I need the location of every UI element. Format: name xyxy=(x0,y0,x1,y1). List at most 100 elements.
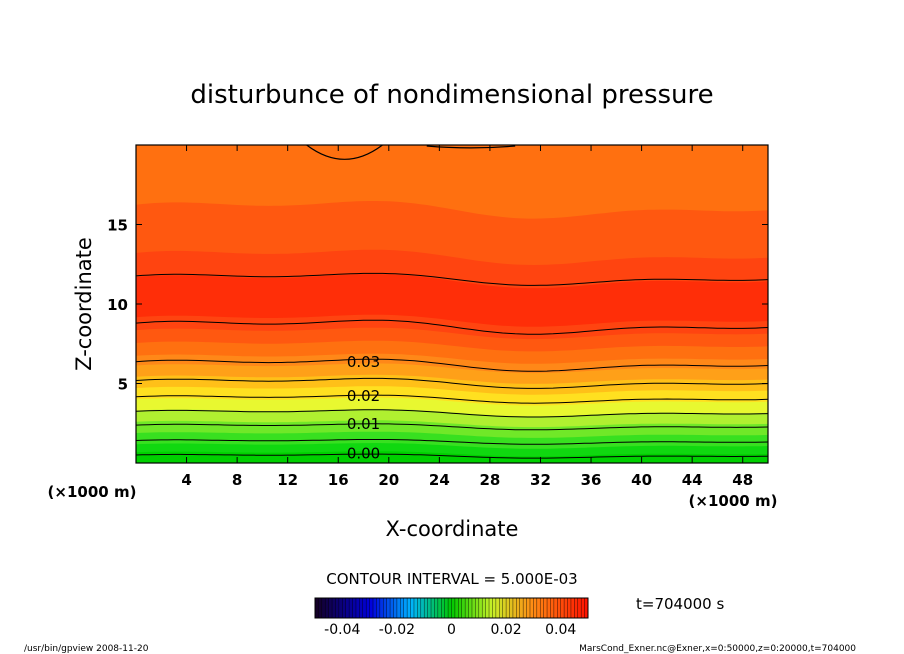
contour-line xyxy=(136,377,768,389)
colorbar-segment xyxy=(338,598,343,618)
colorbar-segment xyxy=(448,598,452,618)
colorbar-tick-label: 0.04 xyxy=(545,622,576,638)
x-tick-label: 28 xyxy=(479,471,500,489)
colorbar-segment xyxy=(465,598,470,618)
colorbar-segment xyxy=(342,598,347,618)
colorbar-segment xyxy=(376,598,381,618)
colorbar-segment xyxy=(451,598,456,618)
colorbar-segment xyxy=(321,598,326,618)
colorbar-tick-label: 0.02 xyxy=(491,622,522,638)
x-tick-label: 4 xyxy=(181,471,191,489)
colorbar-segment xyxy=(482,598,487,618)
time-label: t=704000 s xyxy=(636,595,724,613)
colorbar-segment xyxy=(475,598,480,618)
contour-line xyxy=(136,439,768,445)
footer-right: MarsCond_Exner.nc@Exner,x=0:50000,z=0:20… xyxy=(579,644,856,654)
contour-line xyxy=(136,358,768,372)
y-tick-label: 10 xyxy=(107,296,128,314)
colorbar-segment xyxy=(362,598,367,618)
contour-label: 0.02 xyxy=(347,387,380,405)
colorbar-segment xyxy=(574,598,579,618)
x-tick-label: 48 xyxy=(732,471,753,489)
x-tick-label: 8 xyxy=(232,471,242,489)
colorbar-segment xyxy=(403,598,408,618)
colorbar-segment xyxy=(393,598,398,618)
y-unit-label: (×1000 m) xyxy=(48,483,137,501)
colorbar-segment xyxy=(345,598,350,618)
colorbar-segment xyxy=(424,598,429,618)
colorbar-tick-label: 0 xyxy=(447,622,456,638)
colorbar-segment xyxy=(413,598,418,618)
colorbar-segment xyxy=(506,598,511,618)
colorbar-segment xyxy=(352,598,357,618)
colorbar-segment xyxy=(547,598,551,618)
colorbar-segment xyxy=(536,598,541,618)
colorbar-segment xyxy=(400,598,405,618)
colorbar-frame xyxy=(314,597,589,619)
contour-label: 0.00 xyxy=(347,444,380,462)
colorbar-tick-label: -0.04 xyxy=(324,622,360,638)
colorbar-segment xyxy=(570,598,575,618)
x-tick-label: 40 xyxy=(631,471,652,489)
colorbar-segment xyxy=(567,598,572,618)
colorbar-segment xyxy=(471,598,476,618)
colorbar-segment xyxy=(509,598,514,618)
colorbar-segment xyxy=(420,598,425,618)
colorbar-tick-label: -0.02 xyxy=(379,622,415,638)
x-tick-label: 44 xyxy=(682,471,703,489)
colorbar-segment xyxy=(584,598,589,618)
contour-label: 0.03 xyxy=(347,353,380,371)
colorbar-segment xyxy=(386,598,391,618)
chart-title: disturbunce of nondimensional pressure xyxy=(190,80,713,110)
contour-line xyxy=(136,409,768,418)
colorbar-segment xyxy=(468,598,473,618)
colorbar-segment xyxy=(454,598,459,618)
colorbar-segment xyxy=(485,598,490,618)
colorbar-segment xyxy=(489,598,493,618)
colorbar-segment xyxy=(379,598,384,618)
colorbar-segment xyxy=(431,598,435,618)
colorbar-segment xyxy=(437,598,442,618)
contour-line xyxy=(136,453,768,459)
x-tick-label: 24 xyxy=(429,471,450,489)
colorbar-segment xyxy=(543,598,548,618)
colorbar-segment xyxy=(529,598,534,618)
colorbar-segment xyxy=(332,598,336,618)
y-tick-label: 5 xyxy=(118,376,128,394)
colorbar-segment xyxy=(516,598,521,618)
x-unit-label: (×1000 m) xyxy=(689,492,778,510)
colorbar-segment xyxy=(355,598,360,618)
contour-band xyxy=(136,451,768,463)
colorbar-segment xyxy=(383,598,388,618)
colorbar-segment xyxy=(560,598,565,618)
colorbar-segment xyxy=(335,598,340,618)
colorbar xyxy=(314,598,589,618)
x-tick-label: 32 xyxy=(530,471,551,489)
colorbar-segment xyxy=(390,598,394,618)
colorbar-segment xyxy=(526,598,531,618)
colorbar-segment xyxy=(396,598,401,618)
contour-line xyxy=(136,423,768,431)
x-tick-label: 20 xyxy=(378,471,399,489)
x-tick-label: 12 xyxy=(277,471,298,489)
colorbar-segment xyxy=(540,598,545,618)
x-axis-label: X-coordinate xyxy=(386,517,519,541)
plot-area: 0.00 0.01 0.02 0.03 xyxy=(136,145,768,463)
colorbar-segment xyxy=(318,598,323,618)
contour-line xyxy=(426,145,516,149)
contour-label: 0.01 xyxy=(347,415,380,433)
colorbar-segment xyxy=(499,598,504,618)
colorbar-segment xyxy=(349,598,354,618)
colorbar-segment xyxy=(557,598,562,618)
colorbar-segment xyxy=(512,598,517,618)
colorbar-segment xyxy=(495,598,500,618)
x-tick-label: 36 xyxy=(581,471,602,489)
colorbar-segment xyxy=(564,598,569,618)
colorbar-segment xyxy=(444,598,449,618)
contour-interval-label: CONTOUR INTERVAL = 5.000E-03 xyxy=(326,570,577,588)
colorbar-segment xyxy=(458,598,463,618)
colorbar-segment xyxy=(373,598,377,618)
colorbar-segment xyxy=(577,598,582,618)
colorbar-segment xyxy=(359,598,364,618)
